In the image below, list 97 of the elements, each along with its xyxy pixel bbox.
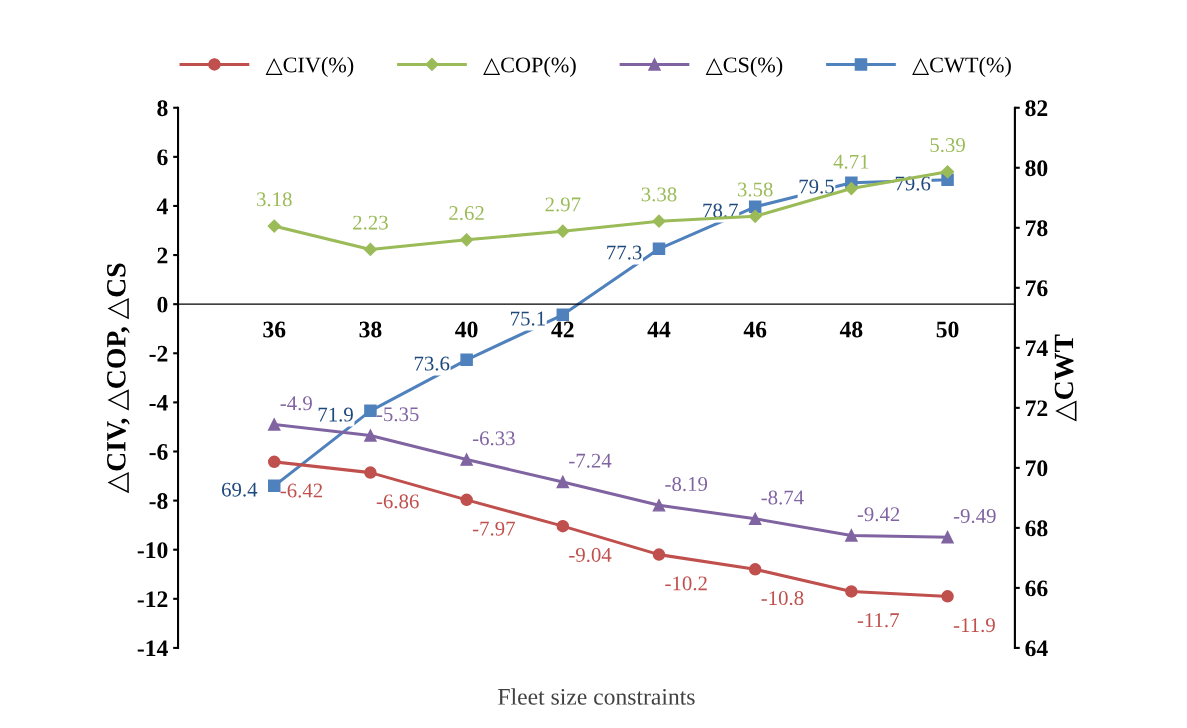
point [941, 530, 954, 544]
point [460, 493, 473, 507]
y-tick-label: 4 [156, 198, 168, 215]
point [748, 512, 762, 526]
y-tick-label: 8 [157, 100, 168, 117]
data-label: -10.2 [665, 576, 707, 591]
point [556, 475, 570, 489]
data-label: -6.33 [472, 431, 515, 446]
y-tick-label: -4 [149, 395, 168, 411]
point [460, 233, 474, 247]
data-label: -11.9 [953, 618, 995, 633]
data-label: 3.18 [257, 192, 292, 207]
x-tick-label: 42 [551, 321, 574, 338]
point [652, 242, 666, 256]
y2-tick-label: 72 [1025, 400, 1048, 417]
y2-tick-label: 64 [1025, 640, 1048, 657]
point [363, 242, 378, 257]
data-label: -10.8 [761, 591, 804, 606]
data-label: 5.39 [930, 138, 965, 153]
y2-tick-label: 70 [1025, 460, 1048, 477]
data-label: 79.5 [799, 179, 834, 194]
y-tick-label: -6 [149, 444, 168, 460]
data-label: -7.24 [569, 453, 612, 468]
data-label: 2.23 [353, 215, 388, 230]
data-label: 73.6 [414, 356, 450, 371]
data-label: -6.86 [376, 494, 419, 509]
data-label: 3.38 [641, 187, 677, 202]
data-label: 75.1 [511, 311, 545, 326]
data-label: -5.35 [376, 407, 419, 422]
data-label: 2.62 [449, 206, 484, 221]
legend-label: △CIV(%) [265, 56, 354, 77]
y2-axis-title: △CWT [1054, 334, 1077, 422]
data-label: -11.7 [857, 613, 899, 628]
point [267, 479, 281, 493]
data-label: 77.3 [607, 245, 642, 260]
point [364, 404, 377, 418]
legend-label: △CS(%) [705, 56, 783, 77]
data-label: -9.49 [953, 508, 996, 524]
data-label: 2.97 [545, 197, 581, 212]
point [364, 429, 377, 442]
y2-tick-label: 76 [1025, 280, 1048, 297]
point [844, 181, 858, 196]
x-tick-label: 48 [839, 321, 863, 338]
point [652, 499, 666, 512]
legend-label: △COP(%) [483, 56, 576, 77]
data-label: -4.9 [280, 396, 312, 411]
y2-tick-label: 66 [1025, 580, 1048, 597]
y-tick-label: 0 [157, 296, 168, 313]
point [940, 165, 955, 179]
x-tick-label: 38 [359, 321, 382, 338]
x-tick-label: 40 [455, 321, 478, 338]
x-tick-label: 36 [263, 321, 286, 338]
data-label: -8.74 [761, 490, 804, 505]
data-label: 4.71 [833, 154, 869, 169]
data-label: -9.42 [857, 507, 900, 522]
y2-tick-label: 82 [1025, 100, 1048, 117]
point [748, 563, 762, 576]
data-label: -6.42 [280, 483, 323, 498]
legend-label: △CWT(%) [912, 56, 1011, 77]
y-tick-label: -14 [137, 640, 168, 657]
x-tick-label: 50 [936, 321, 959, 338]
x-tick-label: 44 [647, 321, 671, 338]
point [460, 453, 473, 466]
point [652, 548, 666, 561]
point [556, 224, 570, 238]
data-label: 3.58 [737, 182, 773, 197]
data-label: -7.97 [472, 521, 515, 536]
point [556, 519, 570, 533]
data-label: -8.19 [665, 476, 708, 492]
point [267, 219, 281, 233]
point [556, 308, 570, 322]
point [652, 214, 666, 228]
x-axis-title: Fleet size constraints [498, 688, 695, 705]
data-label: 78.7 [703, 203, 738, 218]
point [267, 455, 281, 469]
y-tick-label: 6 [157, 149, 168, 166]
point [364, 466, 377, 479]
point [845, 529, 858, 542]
x-tick-label: 46 [743, 321, 767, 338]
y2-tick-label: 74 [1025, 340, 1048, 357]
point [845, 585, 858, 598]
y2-tick-label: 80 [1025, 160, 1048, 177]
y2-tick-label: 78 [1025, 220, 1048, 237]
y-axis-title: △CIV, △COP, △CS [106, 263, 130, 494]
y-tick-label: -12 [137, 591, 168, 608]
point [460, 353, 473, 367]
data-label: 71.9 [318, 407, 353, 422]
point [941, 590, 954, 603]
y-tick-label: 2 [157, 247, 168, 264]
y-tick-label: -8 [149, 493, 168, 510]
y-tick-label: -10 [137, 542, 168, 559]
point [267, 418, 281, 431]
y-tick-label: -2 [149, 345, 168, 362]
point [748, 209, 762, 223]
data-label: -9.04 [569, 547, 612, 562]
y2-tick-label: 68 [1025, 520, 1048, 537]
data-label: 69.4 [222, 482, 258, 497]
